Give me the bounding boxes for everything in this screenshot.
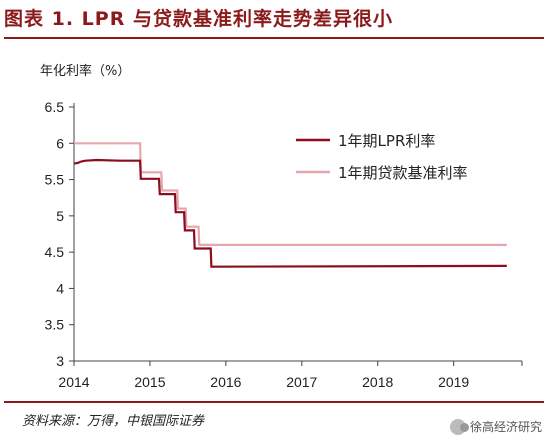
x-tick-label: 2016 [210,374,241,390]
figure-title: 图表 1. LPR 与贷款基准利率走势差异很小 [4,8,393,30]
x-tick-label: 2018 [362,374,393,390]
title-divider [4,37,544,39]
x-tick-label: 2015 [134,374,165,390]
wechat-icon [449,418,469,435]
lpr-line [73,158,507,268]
legend-label: 1年期LPR利率 [338,132,435,150]
x-tick-label: 2019 [438,374,469,390]
y-tick-labels: 3 3.5 4 4.5 5 5.5 6 6.5 [45,99,65,369]
series-lines [73,142,507,268]
bottom-divider [4,401,544,403]
source-note: 资料来源：万得，中银国际证券 [22,414,205,429]
y-tick-label: 4.5 [45,244,65,260]
y-tick-label: 3.5 [45,317,65,333]
x-tick-label: 2014 [58,374,89,390]
y-axis-label: 年化利率（%） [40,64,131,79]
y-tick-label: 4 [56,280,64,296]
y-tick-label: 6.5 [45,99,65,115]
line-chart: 33.544.555.566.5 2014 2015 2016 2017 2018 201… [45,99,523,390]
y-tick-label: 5.5 [45,172,65,188]
x-tick-labels: 2014 2015 2016 2017 2018 2019 [58,374,469,390]
watermark: 徐高经济研究 [449,418,542,435]
legend-label: 1年期贷款基准利率 [338,164,468,182]
benchmark-line [74,142,507,246]
x-tick-label: 2017 [286,374,317,390]
y-tick-label: 6 [56,135,64,151]
y-tick-label: 3 [56,353,64,369]
watermark-text: 徐高经济研究 [469,420,542,434]
chart-axes [69,103,523,366]
y-tick-label: 5 [56,208,64,224]
chart-legend: 1年期LPR利率 1年期贷款基准利率 [296,132,468,182]
